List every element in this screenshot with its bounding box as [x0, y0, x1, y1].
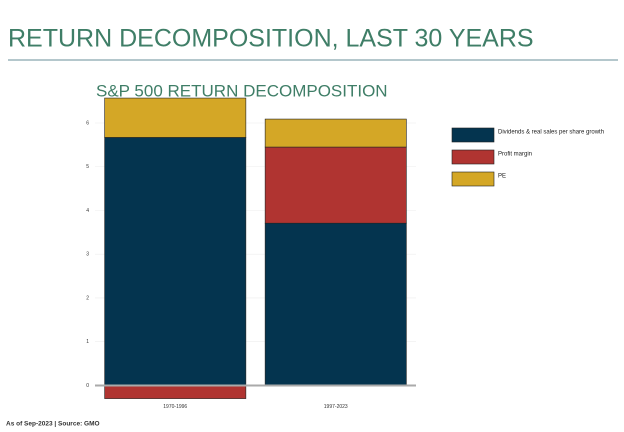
x-tick-label: 1970-1996 — [163, 404, 187, 410]
y-tick-label: 0 — [86, 383, 89, 389]
bar-segment — [264, 118, 407, 148]
legend-label: Dividends & real sales per share growth — [498, 130, 604, 136]
slide-title: RETURN DECOMPOSITION, LAST 30 YEARS — [8, 25, 534, 53]
legend-swatch — [451, 127, 495, 143]
legend-swatch — [451, 149, 495, 165]
bar-segment — [104, 137, 247, 386]
legend-label: Profit margin — [498, 152, 532, 158]
footnote: As of Sep-2023 | Source: GMO — [6, 421, 100, 428]
x-tick-label: 1997-2023 — [324, 404, 348, 410]
y-tick-label: 2 — [86, 295, 89, 301]
legend-label: PE — [498, 174, 506, 180]
bar-segment — [104, 97, 247, 138]
y-tick-label: 1 — [86, 339, 89, 345]
bar-segment — [264, 222, 407, 386]
y-tick-label: 5 — [86, 164, 89, 170]
plot: 0 1 2 3 4 5 6 1970-1996 1997-2023 Dividends & rea… — [86, 97, 604, 410]
legend-swatch — [451, 171, 495, 187]
bar-segment — [264, 146, 407, 224]
y-tick-label: 6 — [86, 120, 89, 126]
chart-title: S&P 500 RETURN DECOMPOSITION — [96, 81, 388, 100]
y-tick-label: 4 — [86, 208, 89, 214]
bar-segment — [104, 385, 247, 399]
y-tick-label: 3 — [86, 252, 89, 258]
